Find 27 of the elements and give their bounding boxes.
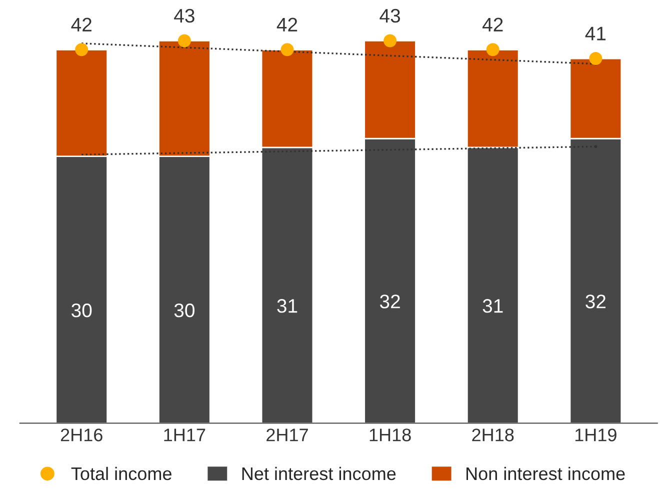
data-label: 41 [585, 26, 606, 40]
data-label: 42 [71, 18, 92, 32]
x-tick-label: 2H17 [266, 428, 308, 442]
legend-label: Total income [71, 466, 172, 480]
data-label: 42 [482, 18, 503, 32]
point [75, 43, 88, 56]
data-label: 43 [174, 8, 194, 23]
x-tick-label: 2H18 [472, 428, 514, 442]
data-label: 31 [482, 299, 503, 313]
legend-label: Non interest income [466, 466, 625, 480]
point [178, 34, 191, 48]
point [486, 43, 500, 56]
data-label: 32 [380, 294, 400, 308]
x-tick-label: 1H19 [575, 428, 616, 442]
data-label: 42 [276, 18, 298, 32]
point [384, 34, 397, 48]
data-label: 30 [72, 303, 92, 318]
x-tick-label: 1H18 [370, 428, 411, 442]
legend-label: Net interest income [242, 466, 396, 480]
data-label: 43 [380, 8, 400, 23]
point [280, 43, 294, 56]
x-tick-label: 2H16 [60, 428, 102, 442]
x-tick-label: 1H17 [164, 428, 206, 442]
data-label: 31 [277, 299, 298, 313]
point [589, 52, 602, 66]
data-label: 30 [174, 303, 194, 318]
data-label: 32 [586, 294, 606, 308]
